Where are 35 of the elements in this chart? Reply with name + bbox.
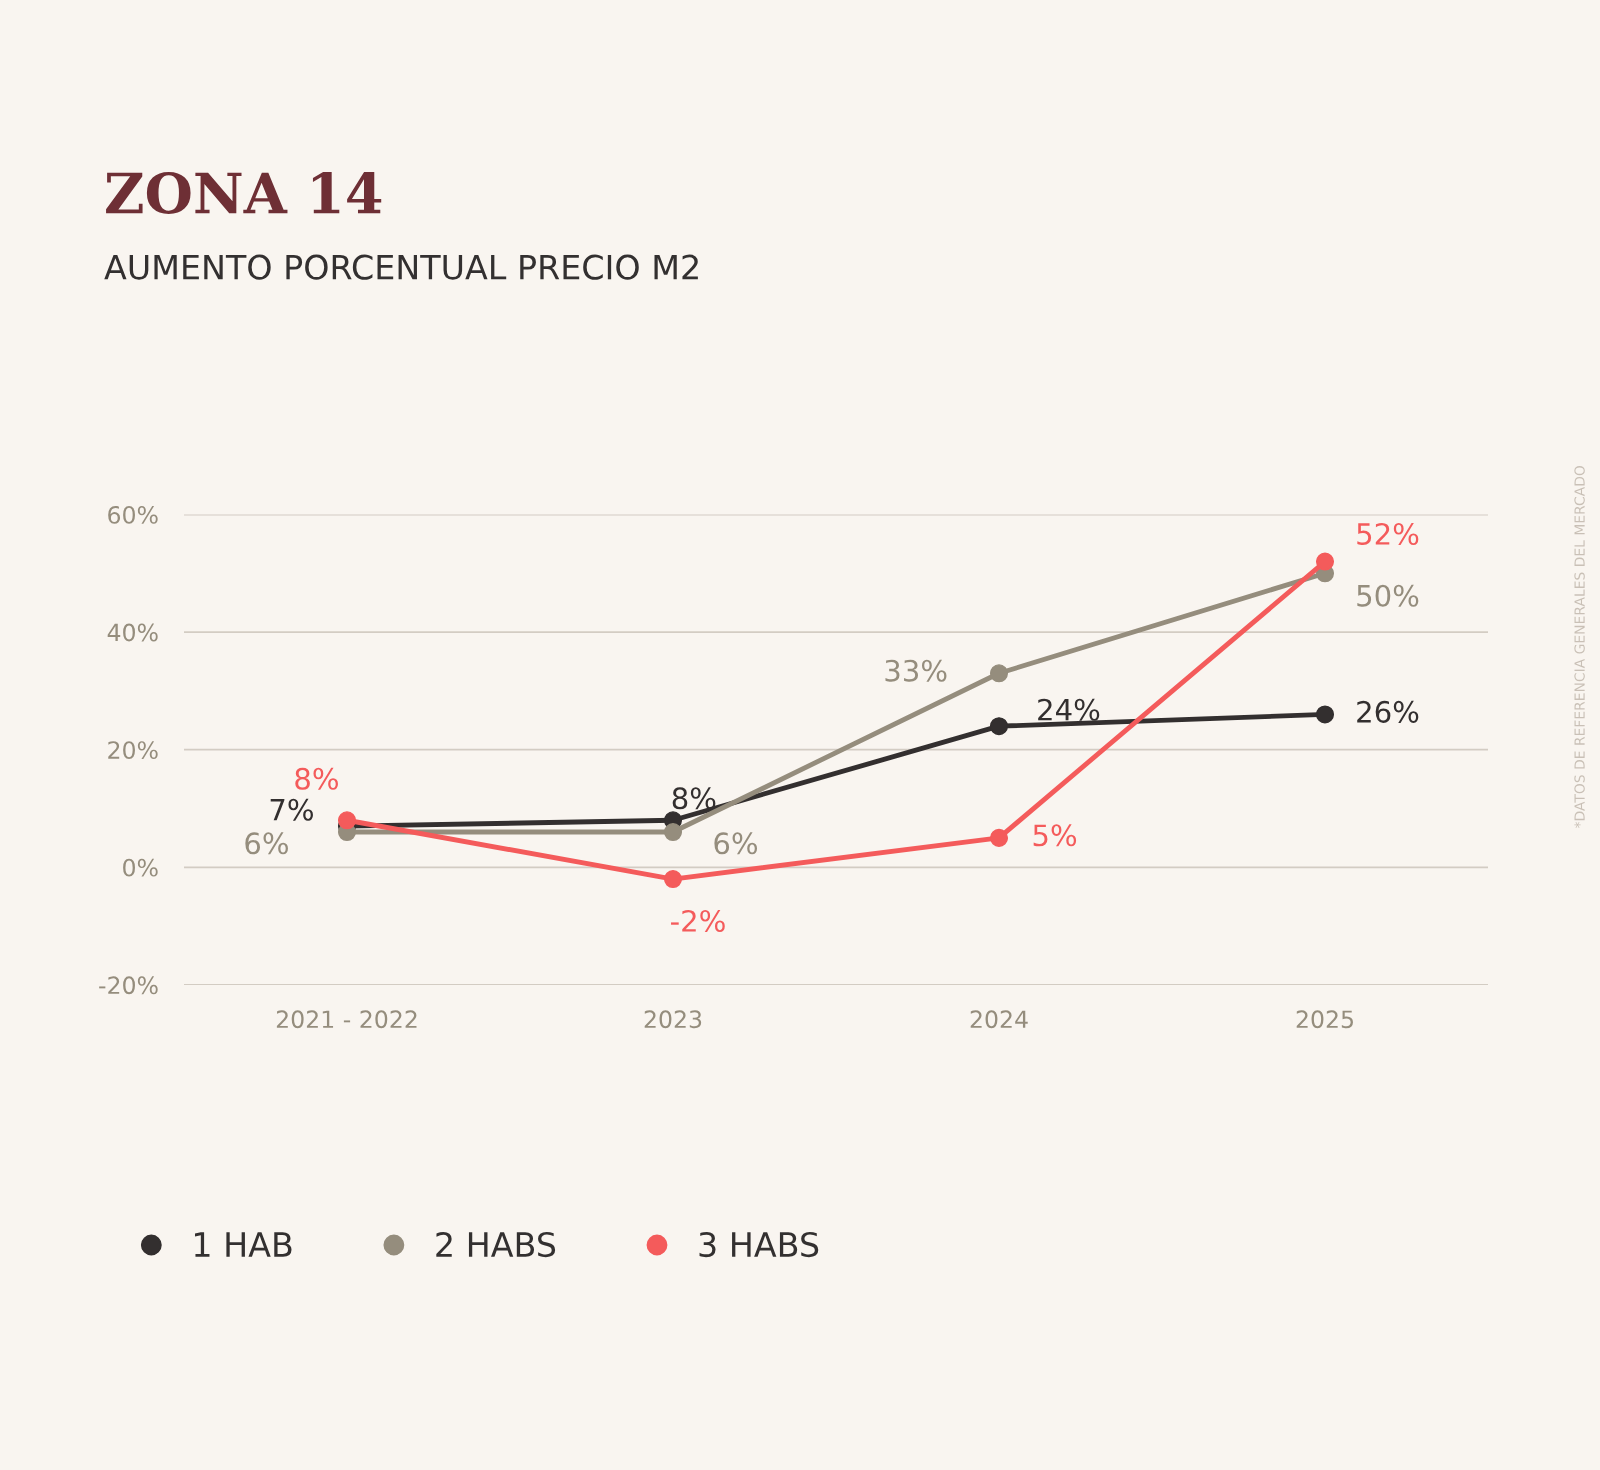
data-label: 6% [714, 832, 758, 855]
data-label: 24% [1038, 698, 1100, 721]
data-label: 50% [1357, 584, 1419, 607]
x-tick-label: 2024 [970, 1010, 1028, 1029]
x-tick-label: 2023 [644, 1010, 702, 1029]
data-label: 33% [885, 659, 947, 682]
y-tick-label: 0% [123, 858, 158, 877]
point [989, 717, 1009, 736]
data-label: 5% [1033, 824, 1077, 847]
data-label: 26% [1357, 700, 1419, 723]
point [663, 822, 683, 842]
data-label: 52% [1357, 522, 1419, 545]
x-tick-label: 2025 [1296, 1010, 1353, 1029]
point [1315, 552, 1335, 571]
point [1315, 705, 1335, 724]
x-tick-label: 2021 - 2022 [276, 1010, 417, 1029]
chart-subtitle: AUMENTO PORCENTUAL PRECIO M2 [104, 254, 698, 280]
chart-title: ZONA 14 [106, 171, 382, 214]
legend-label: 2 HABS [436, 1231, 556, 1258]
data-label: 7% [270, 798, 313, 821]
point [989, 664, 1009, 683]
data-label: 8% [672, 787, 716, 810]
text: *DATOS DE REFERENCIA GENERALES DEL MERCADO [1574, 465, 1585, 829]
y-tick-label: 20% [108, 741, 158, 760]
data-label: 8% [295, 767, 338, 790]
point [989, 828, 1009, 847]
point [663, 870, 683, 889]
y-tick-label: 40% [107, 623, 158, 642]
legend-label: 3 HABS [699, 1231, 819, 1258]
point [337, 811, 357, 830]
data-label: -2% [671, 909, 725, 932]
legend-label: 1 HAB [194, 1232, 292, 1257]
data-label: 6% [245, 832, 288, 855]
y-tick-label: 60% [108, 505, 158, 524]
y-tick-label: -20% [99, 976, 158, 995]
